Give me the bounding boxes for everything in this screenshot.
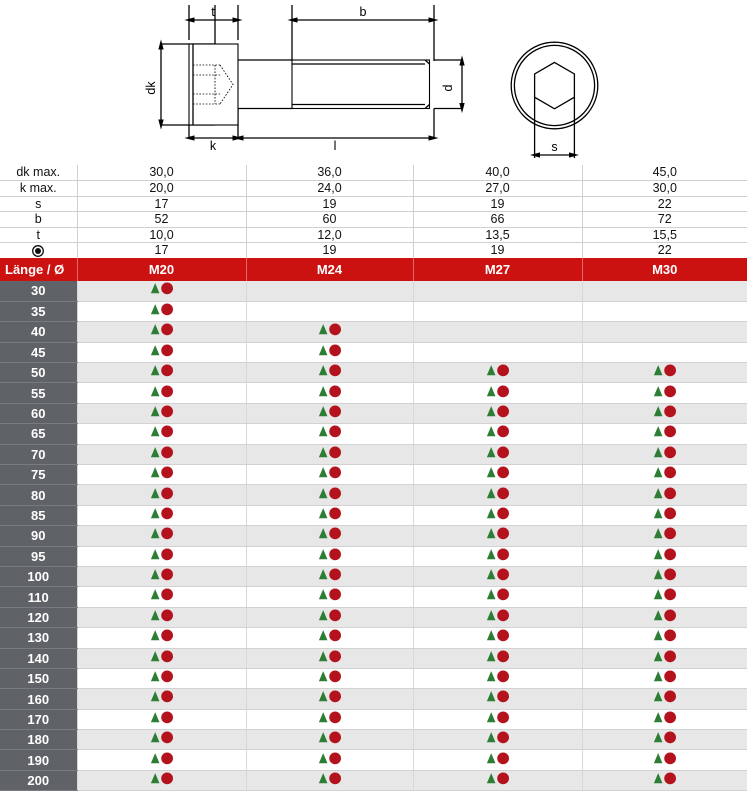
svg-text:s: s [551, 140, 557, 154]
svg-text:l: l [334, 139, 337, 153]
svg-text:d: d [441, 84, 455, 91]
svg-text:k: k [210, 139, 217, 153]
svg-text:b: b [360, 5, 367, 19]
svg-text:dk: dk [144, 81, 158, 95]
